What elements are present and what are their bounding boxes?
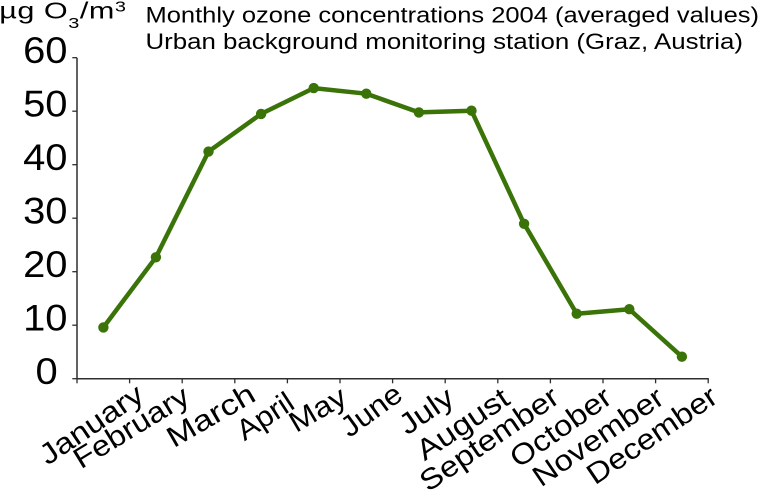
svg-text:30: 30 [23,191,67,232]
svg-text:50: 50 [23,84,67,125]
svg-text:Urban background monitoring st: Urban background monitoring station (Gra… [146,29,744,54]
svg-text:60: 60 [23,30,67,71]
svg-text:Monthly ozone concentrations 2: Monthly ozone concentrations 2004 (avera… [146,2,760,27]
svg-text:20: 20 [23,244,67,285]
svg-text:0: 0 [35,351,57,392]
svg-text:10: 10 [23,298,67,339]
svg-text:40: 40 [23,137,67,178]
